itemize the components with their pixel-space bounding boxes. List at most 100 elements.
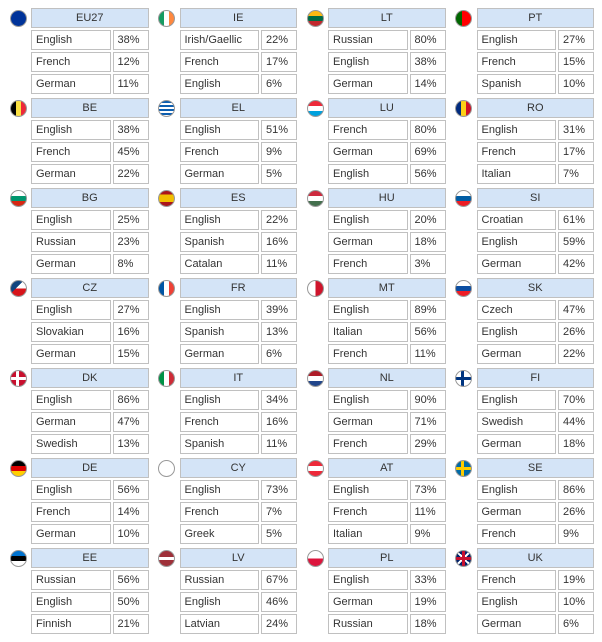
language-row: English10% [477, 592, 595, 612]
language-name: French [477, 570, 557, 590]
language-percent: 23% [113, 232, 149, 252]
language-name: English [180, 592, 260, 612]
country-code: EU27 [31, 8, 149, 28]
country-block: SICroatian61%English59%German42% [454, 188, 595, 274]
language-name: French [328, 502, 408, 522]
language-percent: 67% [261, 570, 297, 590]
language-row: English25% [31, 210, 149, 230]
language-percent: 38% [113, 120, 149, 140]
language-name: Spanish [477, 74, 557, 94]
country-block: BGEnglish25%Russian23%German8% [8, 188, 149, 274]
language-row: German71% [328, 412, 446, 432]
language-percent: 20% [410, 210, 446, 230]
language-row: Russian56% [31, 570, 149, 590]
language-name: German [31, 412, 111, 432]
language-row: German5% [180, 164, 298, 184]
language-row: Russian67% [180, 570, 298, 590]
language-name: French [328, 344, 408, 364]
language-percent: 16% [261, 232, 297, 252]
country-block: DEEnglish56%French14%German10% [8, 458, 149, 544]
language-name: English [180, 210, 260, 230]
language-percent: 12% [113, 52, 149, 72]
language-percent: 26% [558, 322, 594, 342]
countries-grid: EU27English38%French12%German11%IEIrish/… [8, 8, 594, 634]
language-row: German18% [477, 434, 595, 454]
country-block: ITEnglish34%French16%Spanish11% [157, 368, 298, 454]
language-percent: 50% [113, 592, 149, 612]
language-name: English [328, 390, 408, 410]
language-name: French [328, 434, 408, 454]
language-percent: 8% [113, 254, 149, 274]
language-row: Spanish10% [477, 74, 595, 94]
language-row: English73% [180, 480, 298, 500]
language-name: English [31, 480, 111, 500]
language-percent: 70% [558, 390, 594, 410]
country-code: SK [477, 278, 595, 298]
country-code: PT [477, 8, 595, 28]
language-row: French12% [31, 52, 149, 72]
language-percent: 34% [261, 390, 297, 410]
language-row: German47% [31, 412, 149, 432]
country-block: PTEnglish27%French15%Spanish10% [454, 8, 595, 94]
country-block: DKEnglish86%German47%Swedish13% [8, 368, 149, 454]
language-row: English6% [180, 74, 298, 94]
flag-icon [158, 550, 175, 567]
language-name: English [31, 210, 111, 230]
language-row: Catalan11% [180, 254, 298, 274]
country-code: IE [180, 8, 298, 28]
language-name: English [180, 120, 260, 140]
language-percent: 9% [261, 142, 297, 162]
country-code: FR [180, 278, 298, 298]
country-code: LV [180, 548, 298, 568]
language-row: French11% [328, 502, 446, 522]
language-row: French7% [180, 502, 298, 522]
language-name: German [31, 74, 111, 94]
language-percent: 10% [113, 524, 149, 544]
flag-icon [10, 190, 27, 207]
language-name: English [477, 30, 557, 50]
language-name: German [477, 344, 557, 364]
language-percent: 73% [261, 480, 297, 500]
flag-icon [158, 370, 175, 387]
language-name: Italian [328, 322, 408, 342]
language-percent: 18% [558, 434, 594, 454]
language-name: Russian [328, 30, 408, 50]
language-row: English70% [477, 390, 595, 410]
country-block: ATEnglish73%French11%Italian9% [305, 458, 446, 544]
language-percent: 9% [410, 524, 446, 544]
flag-icon [307, 550, 324, 567]
language-percent: 29% [410, 434, 446, 454]
language-percent: 39% [261, 300, 297, 320]
language-row: English38% [328, 52, 446, 72]
language-percent: 27% [113, 300, 149, 320]
language-percent: 61% [558, 210, 594, 230]
language-row: Spanish11% [180, 434, 298, 454]
flag-icon [158, 10, 175, 27]
country-code: SE [477, 458, 595, 478]
language-name: English [31, 300, 111, 320]
country-block: ELEnglish51%French9%German5% [157, 98, 298, 184]
language-name: Greek [180, 524, 260, 544]
language-percent: 6% [558, 614, 594, 634]
language-row: Russian80% [328, 30, 446, 50]
language-percent: 16% [261, 412, 297, 432]
language-percent: 86% [558, 480, 594, 500]
country-code: IT [180, 368, 298, 388]
language-percent: 33% [410, 570, 446, 590]
country-code: LT [328, 8, 446, 28]
language-name: French [477, 524, 557, 544]
language-name: Catalan [180, 254, 260, 274]
language-percent: 69% [410, 142, 446, 162]
language-percent: 22% [558, 344, 594, 364]
language-row: German22% [477, 344, 595, 364]
language-name: German [180, 164, 260, 184]
language-name: Finnish [31, 614, 111, 634]
language-percent: 21% [113, 614, 149, 634]
language-row: French17% [180, 52, 298, 72]
language-row: Finnish21% [31, 614, 149, 634]
country-code: FI [477, 368, 595, 388]
language-name: Russian [180, 570, 260, 590]
country-block: SEEnglish86%German26%French9% [454, 458, 595, 544]
language-row: German6% [477, 614, 595, 634]
language-row: German8% [31, 254, 149, 274]
